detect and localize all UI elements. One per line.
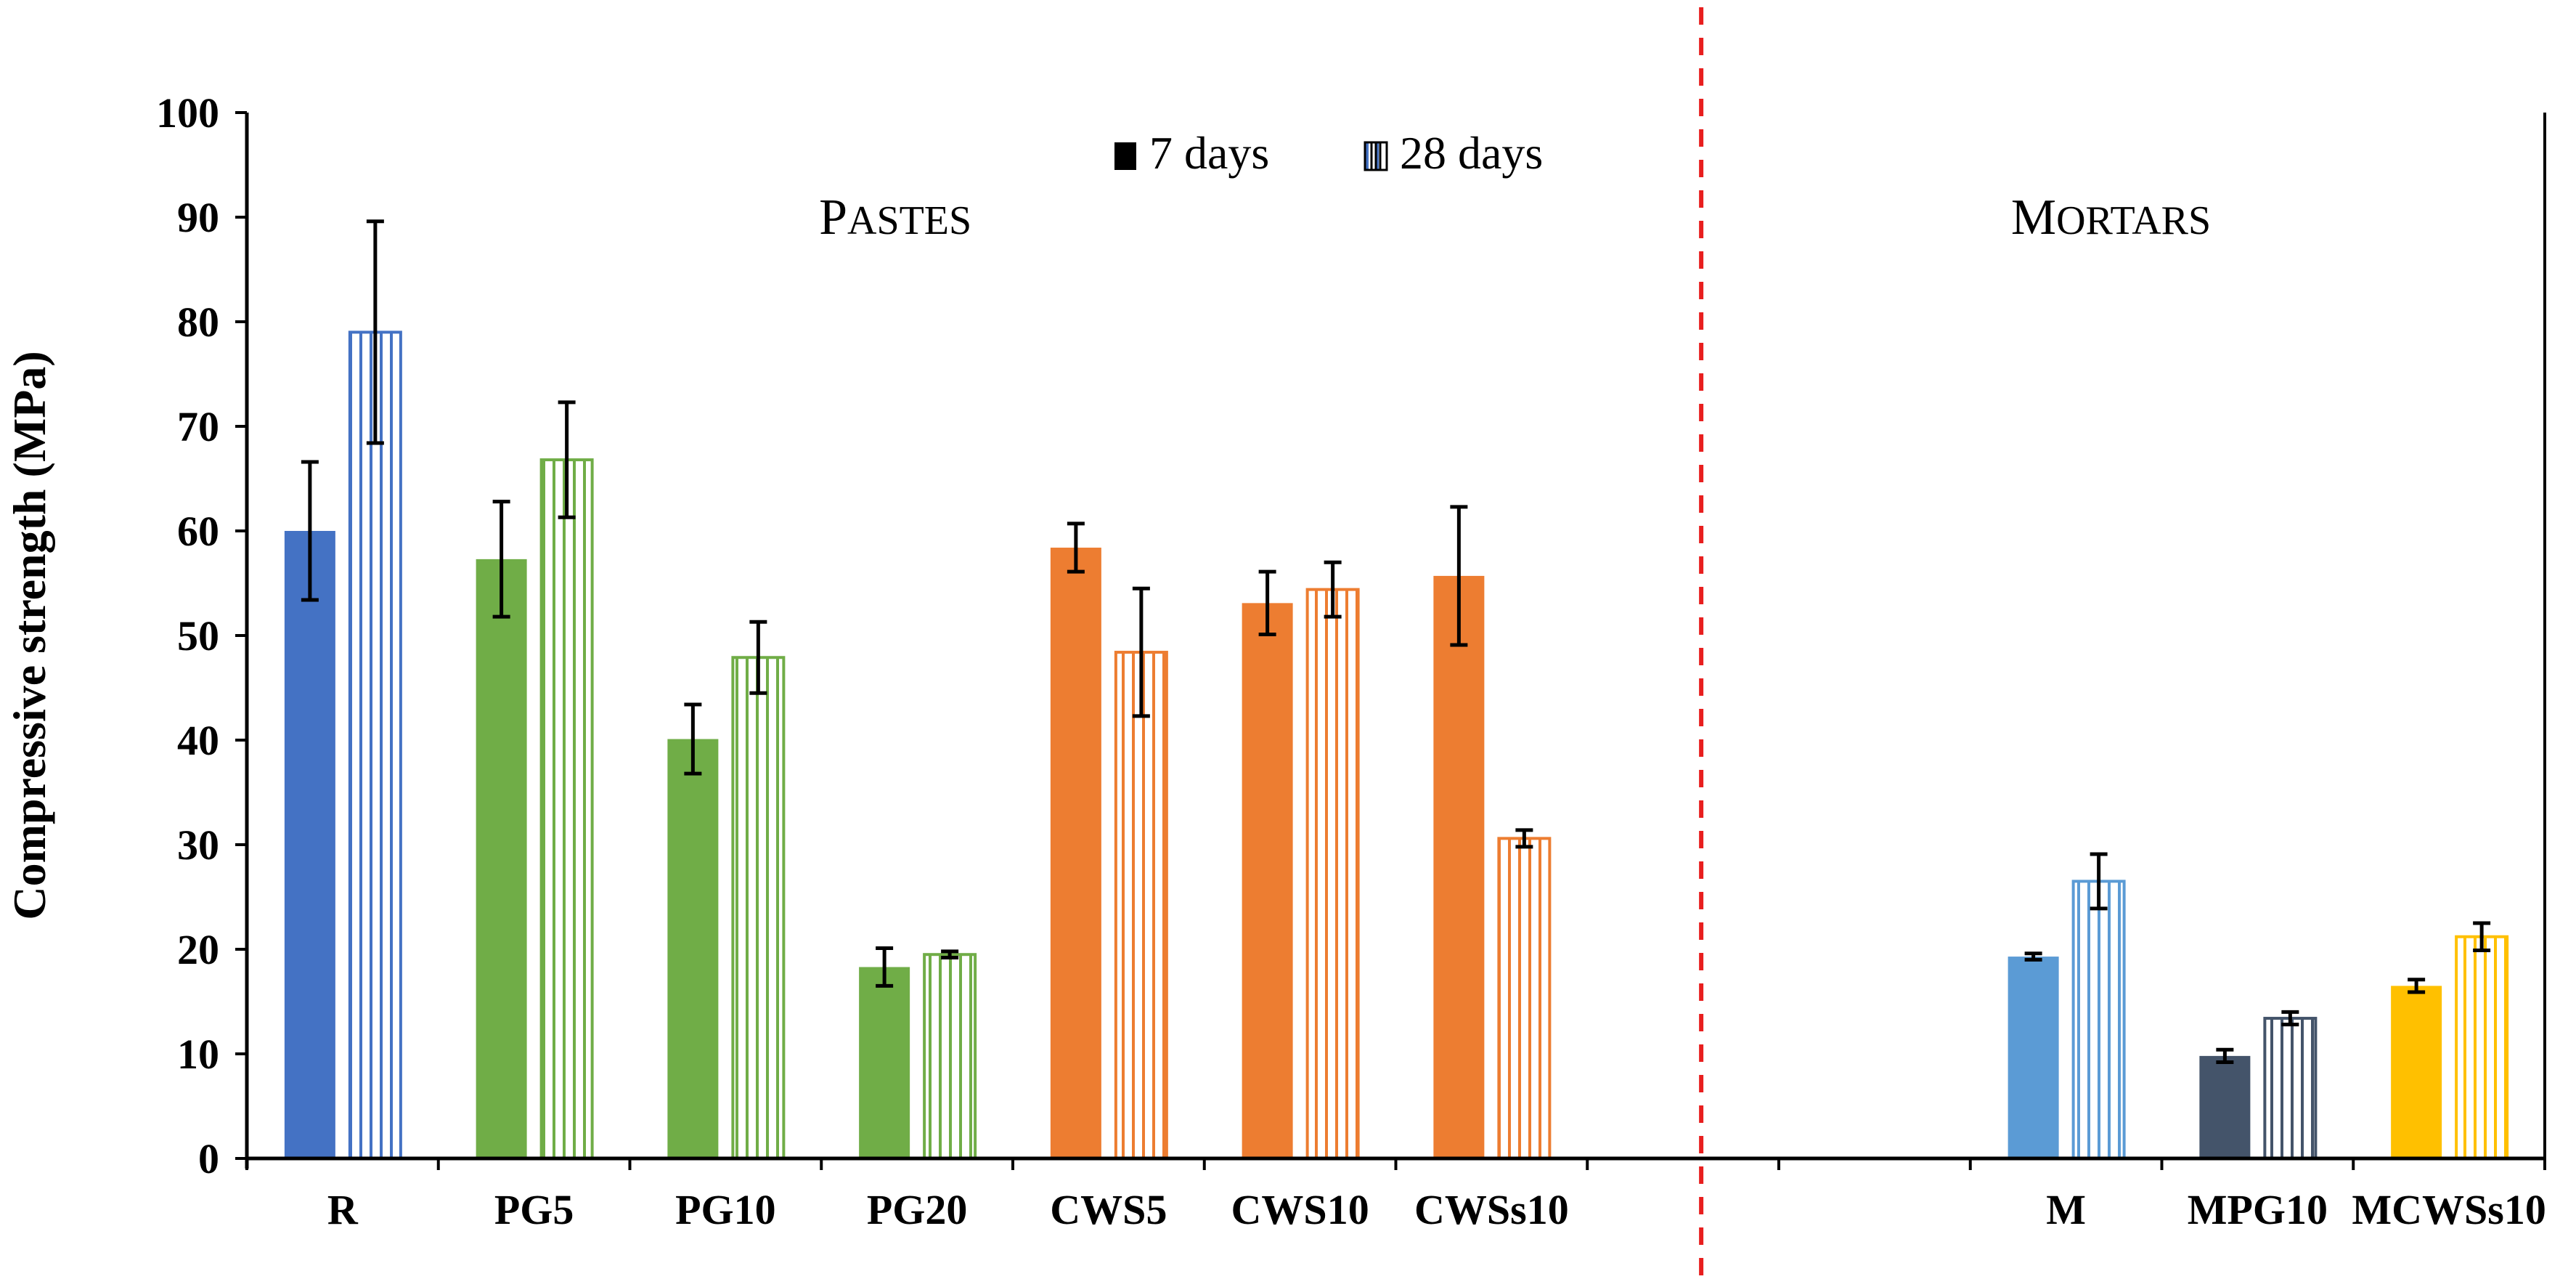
bar-7days-cwss10 <box>1433 575 1485 1158</box>
error-bar-r <box>301 460 319 602</box>
error-bar-pg10 <box>749 620 767 695</box>
group-label-initial: P <box>819 190 847 245</box>
y-tick-label: 40 <box>177 717 219 764</box>
x-tick-label-r: R <box>327 1186 359 1233</box>
bar-28days-cws10 <box>1305 588 1360 1160</box>
y-axis-title: Compressive strength (MPa) <box>4 351 55 919</box>
error-bar-cws5 <box>1132 586 1150 718</box>
group-label-pastes: PASTES <box>819 190 971 245</box>
bar-7days-cws10 <box>1242 603 1293 1158</box>
bar-7days-mcwss10 <box>2391 986 2442 1158</box>
group-label-rest: ORTARS <box>2056 198 2211 243</box>
y-tick-label: 30 <box>177 821 219 869</box>
error-bar-cws10 <box>1324 560 1342 619</box>
bar-7days-m <box>2008 957 2059 1158</box>
group-label-mortars: MORTARS <box>2011 190 2211 245</box>
error-bar-cwss10 <box>1515 828 1533 849</box>
x-tick-label-pg20: PG20 <box>867 1186 968 1233</box>
legend-label-28days: 28 days <box>1400 127 1543 179</box>
y-tick-label: 100 <box>156 89 219 137</box>
bar-7days-r <box>284 531 335 1158</box>
error-bar-r <box>366 219 384 445</box>
bar-28days-cws5 <box>1114 651 1168 1160</box>
group-label-rest: ASTES <box>847 198 971 243</box>
error-bar-cws5 <box>1067 521 1085 574</box>
error-bar-pg5 <box>492 500 510 619</box>
x-tick-label-mpg10: MPG10 <box>2188 1186 2328 1233</box>
bar-28days-pg10 <box>731 656 786 1160</box>
x-tick-label-cws10: CWS10 <box>1231 1186 1369 1233</box>
x-tick-label-m: M <box>2046 1186 2086 1233</box>
bar-7days-mpg10 <box>2199 1055 2251 1158</box>
error-bar-cwss10 <box>1450 505 1468 647</box>
x-tick-label-pg5: PG5 <box>494 1186 574 1233</box>
error-bar-m <box>2024 951 2042 962</box>
y-tick-label: 70 <box>177 403 219 450</box>
x-tick-label-pg10: PG10 <box>675 1186 776 1233</box>
error-bar-pg10 <box>684 702 702 776</box>
bar-28days-pg20 <box>923 953 977 1160</box>
bar-28days-cwss10 <box>1497 837 1552 1160</box>
legend: 7 days 28 days <box>1114 127 1543 179</box>
x-tick-label-cws5: CWS5 <box>1050 1186 1167 1233</box>
error-bar-pg20 <box>876 946 894 988</box>
bar-7days-pg20 <box>859 967 910 1158</box>
group-label-initial: M <box>2011 190 2056 245</box>
y-tick-label: 80 <box>177 299 219 346</box>
x-tick-label-cwss10: CWSs10 <box>1414 1186 1569 1233</box>
error-bar-pg5 <box>558 400 576 519</box>
error-bar-mcwss10 <box>2473 921 2491 952</box>
error-bar-mpg10 <box>2216 1047 2234 1065</box>
error-bar-mcwss10 <box>2408 978 2426 994</box>
bar-28days-m <box>2071 880 2126 1161</box>
y-tick-label: 0 <box>198 1135 219 1182</box>
bar-7days-cws5 <box>1050 548 1101 1158</box>
bar-7days-pg5 <box>476 559 527 1158</box>
x-tick-label-mcwss10: MCWSs10 <box>2352 1186 2546 1233</box>
bar-28days-mpg10 <box>2263 1017 2318 1161</box>
error-bar-cws10 <box>1258 569 1276 637</box>
legend-swatch-7days <box>1114 142 1136 170</box>
bar-28days-r <box>348 330 402 1160</box>
legend-label-7days: 7 days <box>1149 127 1269 179</box>
y-tick-label: 10 <box>177 1031 219 1078</box>
error-bar-mpg10 <box>2281 1010 2299 1027</box>
error-bar-pg20 <box>941 949 959 960</box>
y-tick-label: 50 <box>177 612 219 659</box>
y-tick-label: 90 <box>177 194 219 241</box>
bar-28days-mcwss10 <box>2455 935 2509 1160</box>
error-bar-m <box>2090 852 2108 911</box>
y-tick-label: 20 <box>177 926 219 973</box>
y-tick-label: 60 <box>177 508 219 555</box>
bar-28days-pg5 <box>539 458 594 1160</box>
bar-7days-pg10 <box>667 739 719 1158</box>
